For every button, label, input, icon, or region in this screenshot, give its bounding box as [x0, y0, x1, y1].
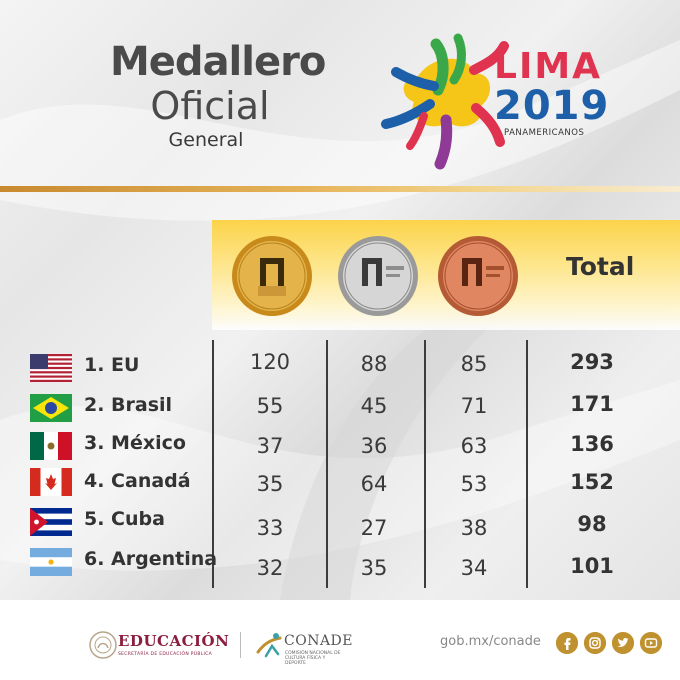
country-name: 5. Cuba	[84, 508, 165, 530]
silver-count: 35	[360, 556, 388, 580]
gold-count: 35	[256, 472, 284, 496]
conade-label: CONADE	[284, 633, 353, 649]
table-row: 5. Cuba 33 27 38 98	[0, 506, 680, 546]
gold-count: 55	[256, 394, 284, 418]
lima-year: 2019	[494, 83, 610, 129]
column-divider	[526, 340, 528, 588]
facebook-icon[interactable]	[556, 632, 578, 654]
silver-medal-icon	[336, 234, 420, 318]
gold-count: 37	[256, 434, 284, 458]
bronze-count: 71	[460, 394, 488, 418]
column-divider	[212, 340, 214, 588]
silver-count: 36	[360, 434, 388, 458]
canada-flag-icon	[30, 468, 72, 496]
country-name: 2. Brasil	[84, 394, 173, 416]
total-count: 293	[570, 350, 614, 374]
bronze-medal-icon	[436, 234, 520, 318]
argentina-flag-icon	[30, 548, 72, 576]
table-row: 2. Brasil 55 45 71 171	[0, 388, 680, 428]
youtube-icon[interactable]	[640, 632, 662, 654]
total-header: Total	[566, 252, 635, 281]
website-link[interactable]: gob.mx/conade	[440, 634, 541, 649]
lima-logo-text: LIMA 2019 PANAMERICANOS	[494, 46, 610, 139]
title-block: Medallero Oficial General	[110, 39, 326, 152]
gold-count: 120	[249, 350, 291, 374]
conade-sublabel: COMISIÓN NACIONAL DE CULTURA FÍSICA Y DE…	[285, 651, 341, 666]
silver-count: 45	[360, 394, 388, 418]
bronze-count: 38	[460, 516, 488, 540]
total-count: 101	[570, 554, 614, 578]
background-swooshes	[280, 300, 520, 600]
country-name: 3. México	[84, 432, 186, 454]
instagram-icon[interactable]	[584, 632, 606, 654]
lima-2019-emblem-icon	[381, 33, 509, 170]
column-divider	[326, 340, 328, 588]
country-name: 6. Argentina	[84, 548, 218, 570]
bronze-count: 63	[460, 434, 488, 458]
total-count: 152	[570, 470, 614, 494]
conade-logo-icon	[256, 633, 282, 658]
cuba-flag-icon	[30, 508, 72, 536]
education-label: EDUCACIÓN	[118, 632, 230, 650]
total-count: 136	[570, 432, 614, 456]
silver-count: 27	[360, 516, 388, 540]
table-row: 1. EU 120 88 85 293	[0, 346, 680, 386]
page-title: Medallero	[110, 39, 326, 85]
mexico-flag-icon	[30, 432, 72, 460]
total-count: 171	[570, 392, 614, 416]
gold-count: 33	[256, 516, 284, 540]
twitter-icon[interactable]	[612, 632, 634, 654]
bronze-count: 34	[460, 556, 488, 580]
bronze-count: 53	[460, 472, 488, 496]
table-row: 3. México 37 36 63 136	[0, 428, 680, 468]
education-sublabel: SECRETARÍA DE EDUCACIÓN PÚBLICA	[118, 652, 212, 657]
column-divider	[424, 340, 426, 588]
brazil-flag-icon	[30, 394, 72, 422]
gold-count: 32	[256, 556, 284, 580]
page-subtitle: Oficial	[150, 84, 270, 128]
lima-subtitle: PANAMERICANOS	[504, 128, 585, 138]
usa-flag-icon	[30, 354, 72, 382]
country-name: 1. EU	[84, 354, 140, 376]
lima-word: LIMA	[494, 46, 603, 87]
total-count: 98	[577, 512, 607, 536]
footer-divider	[240, 632, 241, 658]
gold-medal-icon	[230, 234, 314, 318]
gold-divider	[0, 186, 680, 192]
bronze-count: 85	[460, 352, 488, 376]
silver-count: 64	[360, 472, 388, 496]
page-category: General	[168, 129, 244, 151]
silver-count: 88	[360, 352, 388, 376]
mexico-seal-icon	[89, 631, 117, 659]
table-row: 6. Argentina 32 35 34 101	[0, 546, 680, 586]
country-name: 4. Canadá	[84, 470, 191, 492]
table-row: 4. Canadá 35 64 53 152	[0, 466, 680, 506]
